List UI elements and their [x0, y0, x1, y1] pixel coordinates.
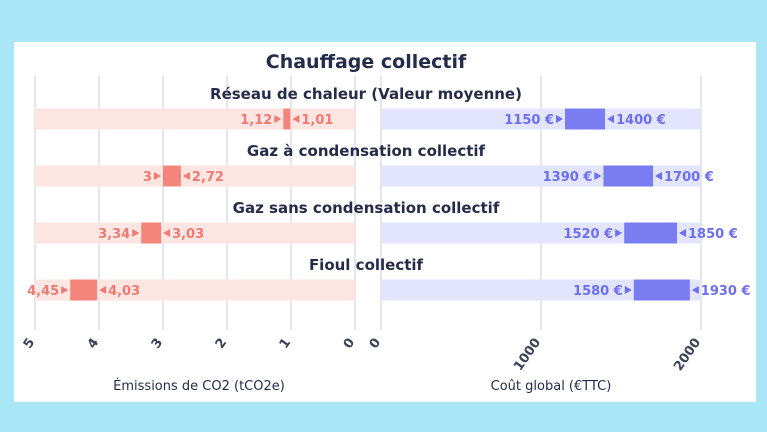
- range-end-label: 1930 €: [701, 284, 751, 299]
- range-end-marker: [99, 286, 107, 294]
- background-track: [381, 279, 701, 301]
- category-label: Gaz sans condensation collectif: [233, 199, 500, 217]
- range-end-marker: [292, 115, 300, 123]
- background-track: [35, 108, 355, 130]
- range-start-marker: [615, 229, 623, 237]
- range-end-label: 2,72: [192, 170, 224, 185]
- range-end-label: 1400 €: [616, 113, 666, 128]
- chart-panel: 1,12 1,01 3 2,72 3,34 3,03 4,45 4,03 1150 € 1400 …: [14, 42, 756, 402]
- background-track: [35, 165, 355, 187]
- range-end-label: 3,03: [172, 227, 204, 242]
- range-bar: [633, 279, 690, 301]
- background-track: [381, 108, 701, 130]
- background-track: [381, 222, 701, 244]
- range-start-label: 1150 €: [504, 113, 554, 128]
- category-label: Fioul collectif: [309, 256, 424, 274]
- tick-label: 5: [21, 336, 38, 352]
- background-track: [35, 222, 355, 244]
- range-bar: [141, 222, 162, 244]
- range-bar: [565, 108, 605, 130]
- range-end-label: 1850 €: [688, 227, 738, 242]
- background-track: [35, 279, 355, 301]
- range-start-marker: [132, 229, 140, 237]
- range-start-label: 3: [143, 170, 152, 185]
- range-end-marker: [691, 286, 699, 294]
- range-end-label: 1,01: [301, 113, 333, 128]
- tick-label: 3: [149, 336, 166, 352]
- background-tracks: [35, 108, 701, 301]
- range-start-label: 1,12: [240, 113, 272, 128]
- range-start-marker: [61, 286, 69, 294]
- range-bar: [603, 165, 653, 187]
- tick-label: 1000: [511, 336, 544, 374]
- range-bar: [70, 279, 98, 301]
- range-start-marker: [556, 115, 563, 123]
- tick-label: 4: [85, 336, 102, 352]
- range-bars: [70, 108, 690, 301]
- tick-label: 2000: [671, 336, 704, 374]
- range-start-marker: [154, 172, 161, 180]
- range-start-label: 4,45: [27, 284, 59, 299]
- range-end-label: 4,03: [108, 284, 140, 299]
- range-end-marker: [182, 172, 190, 180]
- tick-label: 0: [367, 336, 384, 352]
- range-start-marker: [594, 172, 602, 180]
- data-labels: 1,12 1,01 3 2,72 3,34 3,03 4,45 4,03 1150 € 1400 …: [27, 113, 750, 299]
- range-end-marker: [679, 229, 686, 237]
- tick-label: 0: [341, 336, 358, 352]
- range-start-label: 1390 €: [543, 170, 593, 185]
- emissions-axis-title: Émissions de CO2 (tCO2e): [113, 378, 285, 394]
- range-end-marker: [163, 229, 171, 237]
- range-bar-chart: 1,12 1,01 3 2,72 3,34 3,03 4,45 4,03 1150 € 1400 …: [21, 51, 751, 394]
- axis-tick-labels: 5 4 3 2 1 0 0 1000 2000: [21, 336, 704, 374]
- range-start-label: 3,34: [98, 227, 130, 242]
- cost-axis-title: Coût global (€TTC): [491, 379, 612, 394]
- category-labels: Réseau de chaleur (Valeur moyenne) Gaz à …: [210, 85, 522, 274]
- range-start-marker: [624, 286, 632, 294]
- chart-title: Chauffage collectif: [266, 51, 467, 73]
- range-start-marker: [274, 115, 282, 123]
- range-start-label: 1580 €: [573, 284, 623, 299]
- tick-label: 1: [277, 336, 294, 352]
- range-bar: [624, 222, 677, 244]
- category-label: Réseau de chaleur (Valeur moyenne): [210, 85, 522, 103]
- category-label: Gaz à condensation collectif: [247, 142, 486, 160]
- range-end-marker: [655, 172, 662, 180]
- range-start-label: 1520 €: [563, 227, 613, 242]
- tick-label: 2: [213, 336, 230, 352]
- range-bar: [163, 165, 181, 187]
- range-bar: [283, 108, 291, 130]
- range-end-label: 1700 €: [664, 170, 714, 185]
- range-end-marker: [607, 115, 614, 123]
